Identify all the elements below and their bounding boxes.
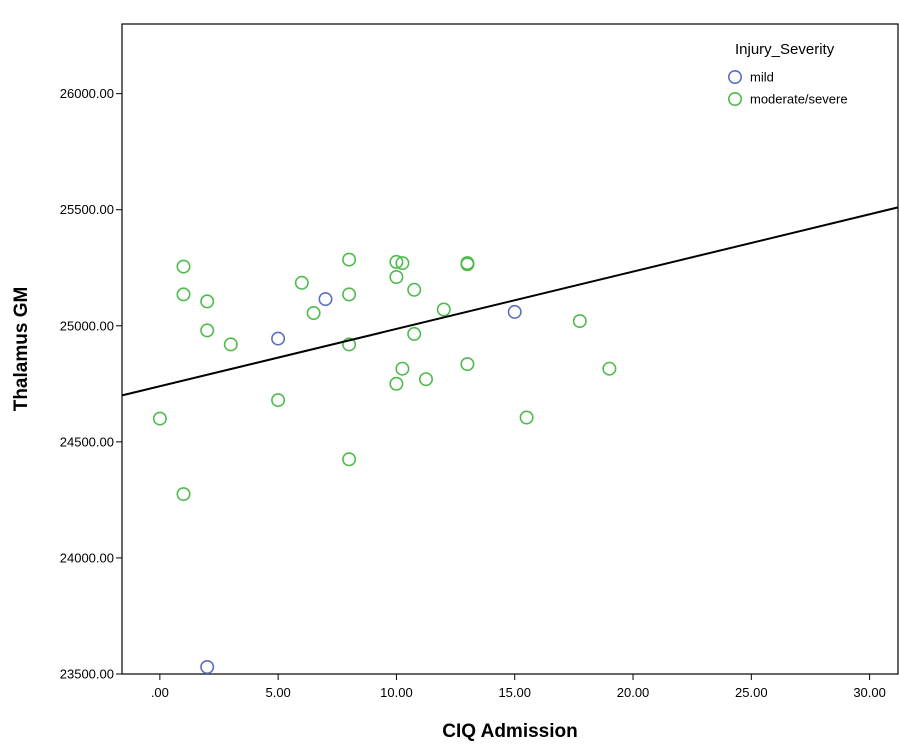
data-point-moderate-severe xyxy=(436,302,451,317)
legend-label-moderate-severe: moderate/severe xyxy=(750,92,848,107)
data-point-moderate-severe xyxy=(342,452,357,467)
data-point-moderate-severe xyxy=(395,256,410,271)
legend-marker-mild xyxy=(727,70,742,85)
data-point-moderate-severe xyxy=(176,487,191,502)
data-point-moderate-severe xyxy=(460,257,475,272)
x-tick-label: 5.00 xyxy=(265,685,290,700)
legend-marker-moderate-severe xyxy=(727,92,742,107)
data-point-moderate-severe xyxy=(176,259,191,274)
data-point-moderate-severe xyxy=(389,269,404,284)
data-point-mild xyxy=(318,292,333,307)
data-point-moderate-severe xyxy=(602,361,617,376)
x-axis: .00 5.00 10.00 15.00 20.00 25.00 30.00 xyxy=(151,674,886,700)
x-tick-label: 30.00 xyxy=(853,685,886,700)
x-tick-label: 25.00 xyxy=(735,685,768,700)
x-axis-title: CIQ Admission xyxy=(442,721,577,742)
data-point-moderate-severe xyxy=(395,361,410,376)
x-tick-label: 20.00 xyxy=(617,685,650,700)
data-point-mild xyxy=(271,331,286,346)
legend-title: Injury_Severity xyxy=(735,41,835,58)
y-tick-label: 23500.00 xyxy=(60,667,114,682)
data-point-moderate-severe xyxy=(306,305,321,320)
data-point-moderate-severe xyxy=(418,372,433,387)
plot-area xyxy=(121,23,899,675)
data-point-moderate-severe xyxy=(342,252,357,267)
data-point-moderate-severe xyxy=(389,376,404,391)
legend-label-mild: mild xyxy=(750,70,774,85)
data-point-moderate-severe xyxy=(519,410,534,425)
legend: Injury_Severity mild moderate/severe xyxy=(727,41,848,107)
data-point-moderate-severe xyxy=(271,393,286,408)
data-point-moderate-severe xyxy=(200,294,215,309)
data-point-moderate-severe xyxy=(200,323,215,338)
data-point-moderate-severe xyxy=(342,287,357,302)
data-point-moderate-severe xyxy=(152,411,167,426)
x-tick-label: 10.00 xyxy=(380,685,413,700)
data-point-moderate-severe xyxy=(294,275,309,290)
y-axis: 23500.00 24000.00 24500.00 25000.00 25500.00… xyxy=(60,86,122,682)
data-point-moderate-severe xyxy=(223,337,238,352)
y-tick-label: 24500.00 xyxy=(60,434,114,449)
y-tick-label: 25500.00 xyxy=(60,202,114,217)
data-point-moderate-severe xyxy=(460,357,475,372)
y-tick-label: 26000.00 xyxy=(60,86,114,101)
data-point-moderate-severe xyxy=(572,314,587,329)
chart-marks xyxy=(121,206,899,674)
data-point-mild xyxy=(507,304,522,319)
data-point-moderate-severe xyxy=(342,337,357,352)
data-point-moderate-severe xyxy=(407,326,422,341)
data-point-moderate-severe xyxy=(176,287,191,302)
data-point-mild xyxy=(200,659,215,674)
y-tick-label: 25000.00 xyxy=(60,318,114,333)
fit-line xyxy=(121,206,899,397)
data-point-moderate-severe xyxy=(389,254,404,269)
y-tick-label: 24000.00 xyxy=(60,550,114,565)
x-tick-label: 15.00 xyxy=(498,685,531,700)
y-axis-title: Thalamus GM xyxy=(11,287,32,412)
x-tick-label: .00 xyxy=(151,685,169,700)
data-point-moderate-severe xyxy=(407,282,422,297)
